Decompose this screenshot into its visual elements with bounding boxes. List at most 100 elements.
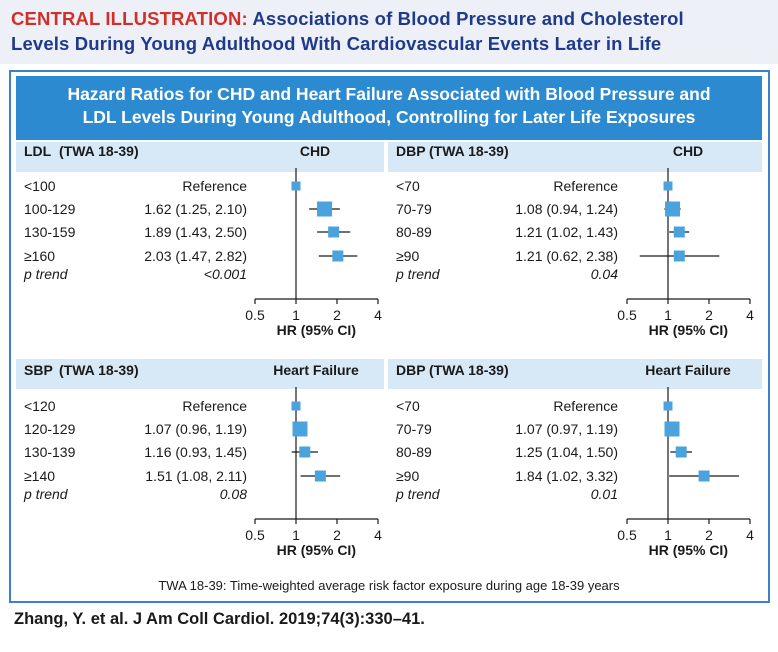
panel-dbp-hf-outcome-label: Heart Failure — [645, 362, 731, 378]
panel-sbp-hf-tick-label-0: 0.5 — [245, 527, 265, 543]
panel-dbp-chd-outcome-label: CHD — [673, 143, 703, 159]
panel-sbp-hf-hr-marker-2 — [299, 446, 311, 458]
panel-dbp-hf-hr-label-1: 1.07 (0.97, 1.19) — [515, 421, 618, 437]
central-illustration-label: CENTRAL ILLUSTRATION: — [11, 8, 248, 29]
panel-sbp-hf-hr-marker-0 — [291, 401, 301, 411]
panel-dbp-hf-hr-marker-3 — [698, 470, 710, 482]
header-title-text: Associations of Blood Pressure and Chole… — [252, 8, 684, 29]
panel-dbp-hf-p-trend-value: 0.01 — [591, 486, 618, 502]
panel-ldl-chd-p-trend-label: p trend — [23, 266, 69, 282]
panel-sbp-hf-hr-label-2: 1.16 (0.93, 1.45) — [144, 444, 247, 460]
panel-dbp-chd-exposure-label: DBP — [396, 143, 426, 159]
panel-dbp-chd-hr-marker-2 — [673, 226, 685, 238]
panel-dbp-hf-category-3: ≥90 — [396, 468, 419, 484]
panel-ldl-chd-tick-label-3: 4 — [374, 307, 382, 323]
panel-sbp-hf-hr-marker-1 — [292, 421, 308, 437]
central-illustration-header: CENTRAL ILLUSTRATION: Associations of Bl… — [0, 0, 778, 64]
panel-ldl-chd-hr-label-1: 1.62 (1.25, 2.10) — [144, 201, 247, 217]
footnote: TWA 18-39: Time-weighted average risk fa… — [158, 578, 620, 593]
panel-dbp-chd-hr-marker-3 — [673, 250, 685, 262]
panel-dbp-hf-category-0: <70 — [396, 398, 420, 414]
panel-dbp-hf-category-2: 80-89 — [396, 444, 432, 460]
panel-dbp-hf-hr-label-2: 1.25 (1.04, 1.50) — [515, 444, 618, 460]
panel-header-dbp-hf — [388, 359, 762, 389]
panel-sbp-hf-category-0: <120 — [24, 398, 56, 414]
panel-ldl-chd-outcome-label: CHD — [300, 143, 330, 159]
panel-sbp-hf-tick-label-1: 1 — [292, 527, 300, 543]
panel-sbp-hf-category-1: 120-129 — [24, 421, 76, 437]
panel-ldl-chd-hr-label-3: 2.03 (1.47, 2.82) — [144, 248, 247, 264]
panel-dbp-hf-tick-label-2: 2 — [705, 527, 713, 543]
panel-dbp-chd-hr-marker-1 — [665, 201, 681, 217]
panel-sbp-hf-hr-label-1: 1.07 (0.96, 1.19) — [144, 421, 247, 437]
panel-sbp-hf-twa-label: (TWA 18-39) — [59, 362, 139, 378]
panel-dbp-chd-tick-label-2: 2 — [705, 307, 713, 323]
citation: Zhang, Y. et al. J Am Coll Cardiol. 2019… — [14, 610, 425, 628]
panel-dbp-hf-twa-label: (TWA 18-39) — [429, 362, 509, 378]
panel-ldl-chd-hr-marker-3 — [332, 250, 344, 262]
panel-ldl-chd-hr-label-0: Reference — [182, 178, 247, 194]
panel-ldl-chd-category-3: ≥160 — [24, 248, 55, 264]
panel-ldl-chd-tick-label-1: 1 — [292, 307, 300, 323]
panel-dbp-hf-p-trend-label: p trend — [395, 486, 441, 502]
panel-dbp-hf-hr-marker-0 — [663, 401, 673, 411]
panel-sbp-hf-outcome-label: Heart Failure — [273, 362, 359, 378]
panel-dbp-chd-twa-label: (TWA 18-39) — [429, 143, 509, 159]
panel-sbp-hf-exposure-label: SBP — [24, 362, 53, 378]
panel-sbp-hf-axis-title: HR (95% CI) — [277, 542, 356, 558]
panel-sbp-hf-hr-marker-3 — [314, 470, 326, 482]
panel-dbp-chd-p-trend-label: p trend — [395, 266, 441, 282]
panel-dbp-hf-category-1: 70-79 — [396, 421, 432, 437]
panel-ldl-chd-tick-label-0: 0.5 — [245, 307, 265, 323]
panel-dbp-hf-hr-marker-1 — [664, 421, 680, 437]
panel-header-ldl-chd — [16, 142, 384, 172]
panel-sbp-hf-p-trend-label: p trend — [23, 486, 69, 502]
panel-dbp-chd-hr-label-1: 1.08 (0.94, 1.24) — [515, 201, 618, 217]
panel-sbp-hf-category-3: ≥140 — [24, 468, 55, 484]
panel-dbp-chd-category-2: 80-89 — [396, 224, 432, 240]
panel-ldl-chd-hr-marker-2 — [328, 226, 340, 238]
panel-dbp-hf-tick-label-1: 1 — [664, 527, 672, 543]
panel-dbp-chd-category-0: <70 — [396, 178, 420, 194]
panel-ldl-chd-exposure-label: LDL — [24, 143, 52, 159]
panel-sbp-hf-tick-label-3: 4 — [374, 527, 382, 543]
panel-ldl-chd-category-0: <100 — [24, 178, 56, 194]
panel-dbp-hf-tick-label-0: 0.5 — [617, 527, 637, 543]
panel-dbp-hf-exposure-label: DBP — [396, 362, 426, 378]
panel-dbp-chd-category-1: 70-79 — [396, 201, 432, 217]
panel-ldl-chd-p-trend-value: <0.001 — [204, 266, 247, 282]
panel-dbp-hf-hr-marker-2 — [675, 446, 687, 458]
panel-dbp-hf-hr-label-0: Reference — [553, 398, 618, 414]
panel-dbp-chd-hr-label-3: 1.21 (0.62, 2.38) — [515, 248, 618, 264]
panel-ldl-chd-hr-label-2: 1.89 (1.43, 2.50) — [144, 224, 247, 240]
panel-sbp-hf-category-2: 130-139 — [24, 444, 76, 460]
panel-dbp-hf-axis-title: HR (95% CI) — [649, 542, 728, 558]
panel-sbp-hf-hr-label-3: 1.51 (1.08, 2.11) — [145, 468, 247, 484]
panel-ldl-chd-tick-label-2: 2 — [333, 307, 341, 323]
panel-dbp-chd-axis-title: HR (95% CI) — [649, 322, 728, 338]
panel-header-dbp-chd — [388, 142, 762, 172]
panel-ldl-chd-hr-marker-0 — [291, 181, 301, 191]
panel-dbp-chd-hr-label-2: 1.21 (1.02, 1.43) — [515, 224, 618, 240]
panel-sbp-hf-hr-label-0: Reference — [182, 398, 247, 414]
banner-line2: LDL Levels During Young Adulthood, Contr… — [82, 107, 696, 127]
panel-ldl-chd-twa-label: (TWA 18-39) — [59, 143, 139, 159]
panel-dbp-chd-tick-label-0: 0.5 — [617, 307, 637, 323]
panel-ldl-chd-category-2: 130-159 — [24, 224, 76, 240]
panel-dbp-hf-tick-label-3: 4 — [746, 527, 754, 543]
panel-sbp-hf-p-trend-value: 0.08 — [220, 486, 247, 502]
panel-dbp-hf-hr-label-3: 1.84 (1.02, 3.32) — [515, 468, 618, 484]
panel-sbp-hf-tick-label-2: 2 — [333, 527, 341, 543]
panel-ldl-chd-hr-marker-1 — [317, 201, 333, 217]
panel-dbp-chd-hr-marker-0 — [663, 181, 673, 191]
banner-line1: Hazard Ratios for CHD and Heart Failure … — [67, 84, 711, 104]
panel-dbp-chd-p-trend-value: 0.04 — [591, 266, 618, 282]
panel-dbp-chd-hr-label-0: Reference — [553, 178, 618, 194]
panel-ldl-chd-category-1: 100-129 — [24, 201, 76, 217]
panel-ldl-chd-axis-title: HR (95% CI) — [277, 322, 356, 338]
header-title-line1: CENTRAL ILLUSTRATION: Associations of Bl… — [11, 8, 684, 30]
panel-dbp-chd-tick-label-3: 4 — [746, 307, 754, 323]
panel-dbp-chd-category-3: ≥90 — [396, 248, 419, 264]
figure-banner: Hazard Ratios for CHD and Heart Failure … — [16, 76, 762, 140]
